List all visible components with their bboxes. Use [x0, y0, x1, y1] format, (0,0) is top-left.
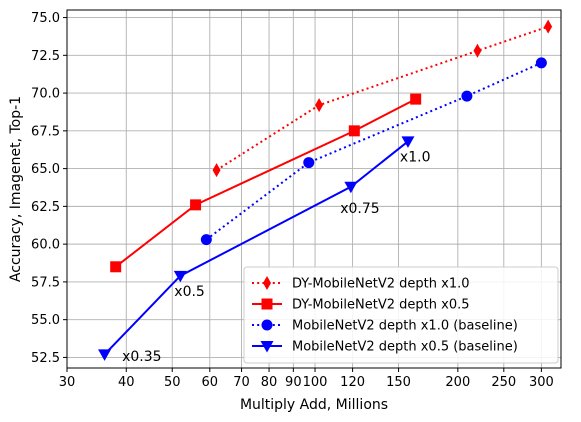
series-line: [115, 98, 417, 268]
series-line: [216, 25, 549, 171]
annotation-label: x1.0: [400, 150, 431, 166]
legend-label: DY-MobileNetV2 depth x1.0: [292, 277, 470, 292]
x-tick-label: 40: [118, 375, 135, 390]
data-point: [473, 43, 482, 58]
data-point: [410, 93, 422, 105]
x-tick-label: 60: [202, 375, 219, 390]
x-tick-label: 120: [340, 375, 365, 390]
data-point: [261, 298, 273, 310]
data-point: [261, 319, 273, 331]
y-tick-label: 57.5: [31, 275, 60, 290]
data-point: [190, 199, 202, 211]
y-tick-label: 52.5: [31, 351, 60, 366]
x-tick-label: 80: [261, 375, 278, 390]
annotation-label: x0.35: [122, 349, 161, 365]
y-tick-label: 55.0: [31, 313, 60, 328]
series: [212, 19, 553, 178]
y-axis-title: Accuracy, Imagenet, Top-1: [8, 96, 24, 282]
y-tick-label: 67.5: [31, 124, 60, 139]
x-axis-title: Multiply Add, Millions: [240, 397, 388, 413]
annotations: x0.35 x0.5 x0.75 x1.0: [122, 150, 430, 365]
data-point: [544, 19, 553, 34]
x-tick-label: 250: [491, 375, 516, 390]
x-tick-label: 200: [445, 375, 470, 390]
x-tick-label: 150: [386, 375, 411, 390]
x-tick-label: 300: [529, 375, 554, 390]
x-tick-label: 70: [233, 375, 250, 390]
y-tick-label: 75.0: [31, 11, 60, 26]
series-layer: [98, 19, 553, 361]
legend-item: DY-MobileNetV2 depth x0.5: [252, 298, 470, 313]
legend-item: MobileNetV2 depth x1.0 (baseline): [252, 319, 518, 334]
series: [98, 136, 415, 361]
y-tick-label: 65.0: [31, 162, 60, 177]
series: [200, 57, 547, 246]
data-point: [461, 90, 473, 102]
y-tick-label: 70.0: [31, 87, 60, 102]
legend-label: DY-MobileNetV2 depth x0.5: [292, 298, 470, 313]
y-tick-label: 60.0: [31, 238, 60, 253]
legend-item: MobileNetV2 depth x0.5 (baseline): [252, 340, 518, 355]
legend-item: DY-MobileNetV2 depth x1.0: [252, 276, 470, 292]
data-point: [315, 98, 324, 113]
data-point: [263, 276, 271, 290]
data-point: [212, 163, 221, 178]
annotation-label: x0.5: [174, 284, 205, 300]
y-tick-label: 62.5: [31, 200, 60, 215]
data-point: [348, 125, 360, 137]
data-point: [173, 270, 187, 283]
x-tick-label: 90: [285, 375, 302, 390]
data-point: [344, 181, 358, 194]
data-point: [98, 349, 112, 361]
data-point: [303, 157, 315, 169]
series: [110, 93, 422, 273]
data-point: [401, 136, 415, 148]
data-point: [200, 234, 212, 246]
series-line: [205, 61, 542, 241]
plot-frame: [66, 9, 562, 369]
x-tick-label: 50: [164, 375, 181, 390]
legend-label: MobileNetV2 depth x1.0 (baseline): [292, 319, 518, 334]
y-tick-label: 72.5: [31, 49, 60, 64]
data-point: [535, 57, 547, 69]
legend-box: [243, 266, 559, 364]
annotation-label: x0.75: [340, 201, 379, 217]
series-line: [103, 140, 409, 356]
ticks: 30 40 50 60 70 80 90 100 120 150 200 250 300 52.5 55.0…: [31, 11, 554, 390]
data-point: [110, 261, 122, 273]
legend: DY-MobileNetV2 depth x1.0 DY-MobileNetV2 …: [243, 266, 559, 364]
data-point: [260, 341, 274, 353]
x-tick-label: 100: [303, 375, 328, 390]
legend-label: MobileNetV2 depth x0.5 (baseline): [292, 340, 518, 355]
x-tick-label: 30: [59, 375, 76, 390]
